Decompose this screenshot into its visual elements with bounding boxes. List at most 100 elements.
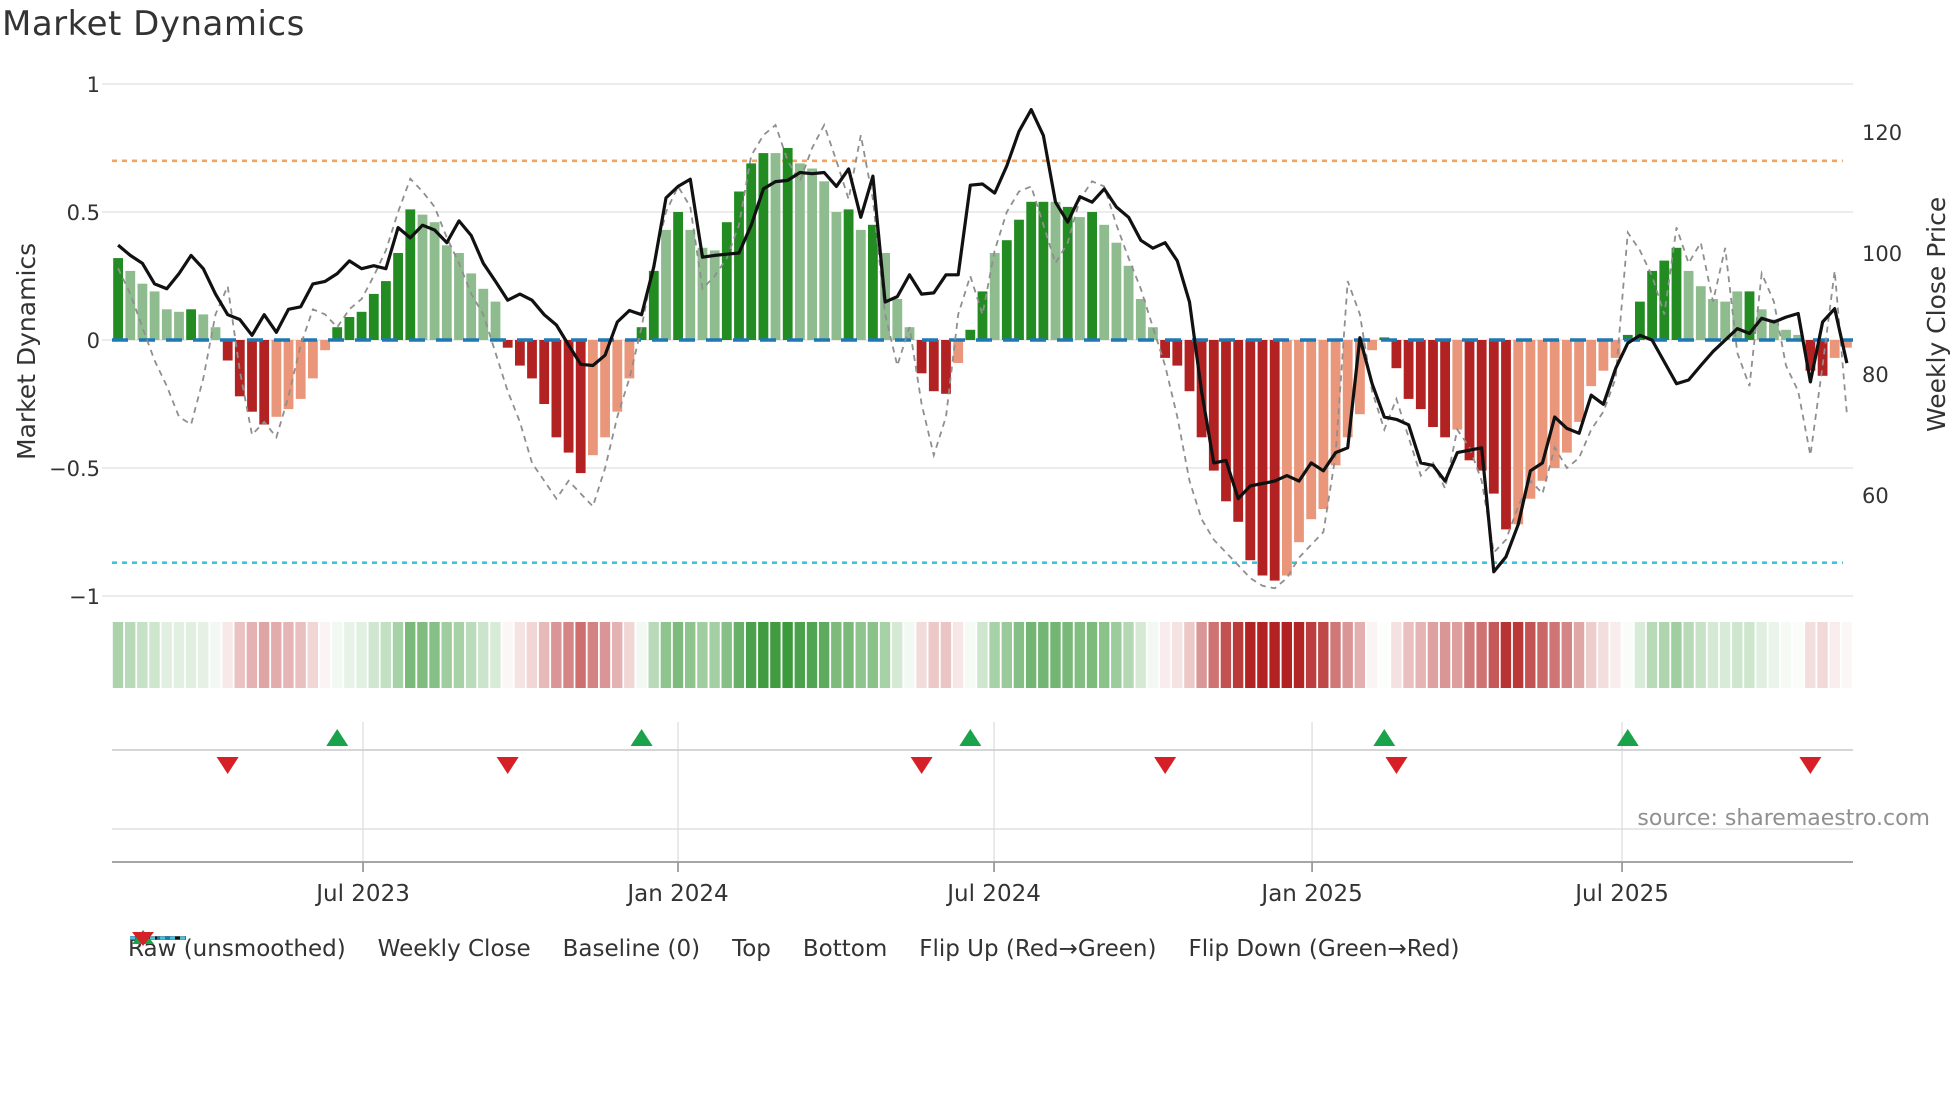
heatmap-cell — [965, 622, 976, 688]
heatmap-cell — [1695, 622, 1706, 688]
tri-down-swatch-icon — [132, 932, 154, 946]
oscillator-bar — [295, 340, 306, 399]
heatmap-cell — [417, 622, 428, 688]
heatmap-cell — [283, 622, 294, 688]
oscillator-bar — [941, 340, 951, 394]
oscillator-bar — [1403, 340, 1414, 399]
heatmap-cell — [867, 622, 878, 688]
heatmap-cell — [441, 622, 452, 688]
oscillator-bar — [1525, 340, 1536, 499]
heatmap-cell — [1634, 622, 1646, 688]
heatmap-cell — [1659, 622, 1670, 688]
heatmap-cell — [1598, 622, 1609, 688]
heatmap-cell — [1841, 622, 1852, 688]
heatmap-cell — [1001, 622, 1012, 688]
oscillator-bar — [1208, 340, 1219, 471]
source-credit: source: sharemaestro.com — [1637, 806, 1930, 831]
oscillator-bar — [916, 340, 927, 374]
heatmap-cell — [307, 622, 318, 688]
heatmap-cell — [1245, 622, 1256, 688]
oscillator-bar — [1769, 319, 1779, 340]
heatmap-cell — [1829, 622, 1840, 688]
heatmap-cell — [1123, 622, 1134, 688]
oscillator-bar — [259, 340, 270, 425]
heatmap-cell — [538, 622, 550, 688]
oscillator-bar — [1562, 340, 1572, 453]
heatmap-cell — [514, 622, 525, 688]
heatmap-cell — [1439, 622, 1451, 688]
heatmap-cell — [1537, 622, 1548, 688]
heatmap-cell — [648, 622, 659, 688]
heatmap-cell — [1013, 622, 1025, 688]
price-tick-label: 60 — [1862, 484, 1889, 508]
oscillator-bar — [502, 340, 513, 348]
oscillator-bar — [648, 270, 659, 340]
flip-down-marker — [1385, 757, 1408, 774]
heatmap-cell — [502, 622, 513, 688]
y-tick-label: −1 — [69, 585, 100, 609]
oscillator-bar — [198, 314, 209, 340]
oscillator-bar — [1610, 340, 1621, 358]
oscillator-bar — [1233, 340, 1244, 522]
oscillator-bar — [1294, 340, 1304, 543]
heatmap-cell — [1038, 622, 1049, 688]
heatmap-cell — [1403, 622, 1414, 688]
oscillator-bar — [819, 181, 830, 340]
oscillator-bar — [283, 340, 294, 410]
oscillator-bar — [466, 273, 477, 340]
oscillator-bar — [320, 340, 330, 351]
oscillator-bar — [855, 229, 866, 340]
oscillator-bar — [1111, 242, 1122, 340]
oscillator-bar — [1282, 340, 1292, 576]
oscillator-bar — [1817, 340, 1828, 376]
oscillator-bar — [904, 327, 915, 340]
oscillator-bar — [1038, 201, 1049, 340]
oscillator-bar — [977, 291, 988, 340]
oscillator-bar — [989, 253, 1000, 340]
heatmap-cell — [1744, 622, 1755, 688]
heatmap-cell — [125, 622, 136, 688]
heatmap-cell — [465, 622, 477, 688]
oscillator-bar — [612, 340, 623, 412]
y-tick-label: 0.5 — [67, 201, 100, 225]
oscillator-bar — [368, 293, 379, 340]
heatmap-cell — [599, 622, 611, 688]
oscillator-bar — [697, 247, 708, 340]
oscillator-bar — [770, 153, 781, 340]
oscillator-bar — [1415, 340, 1426, 410]
heatmap-cell — [1415, 622, 1426, 688]
oscillator-bar — [1842, 340, 1852, 348]
heatmap-cell — [1099, 622, 1110, 688]
oscillator-bar — [1805, 340, 1816, 371]
oscillator-bar — [1440, 340, 1450, 438]
y-tick-label: −0.5 — [49, 457, 100, 481]
heatmap-cell — [1257, 622, 1268, 688]
heatmap-cell — [1500, 622, 1512, 688]
heatmap-cell — [1391, 622, 1402, 688]
oscillator-bar — [1172, 340, 1183, 366]
price-tick-label: 120 — [1862, 121, 1902, 145]
oscillator-bar — [1160, 340, 1170, 358]
oscillator-bar — [1269, 340, 1280, 581]
heatmap-cell — [1281, 622, 1292, 688]
legend-label: Baseline (0) — [562, 936, 701, 962]
heatmap-cell — [721, 622, 732, 688]
heatmap-cell — [685, 622, 696, 688]
oscillator-bar — [1330, 340, 1341, 466]
oscillator-bar — [928, 340, 939, 392]
oscillator-bar — [405, 209, 416, 340]
flip-down-marker — [910, 757, 933, 774]
heatmap-cell — [660, 622, 672, 688]
x-tick-label: Jul 2025 — [1573, 881, 1669, 907]
oscillator-bar — [758, 153, 769, 340]
x-tick-label: Jan 2024 — [625, 881, 728, 907]
flip-down-marker — [1154, 757, 1177, 774]
oscillator-bar — [1647, 270, 1657, 340]
heatmap-cell — [1732, 622, 1743, 688]
heatmap-cell — [1671, 622, 1682, 688]
oscillator-bar — [1781, 329, 1791, 340]
oscillator-bar — [308, 340, 318, 379]
oscillator-bar — [1355, 340, 1365, 415]
heatmap-cell — [575, 622, 586, 688]
